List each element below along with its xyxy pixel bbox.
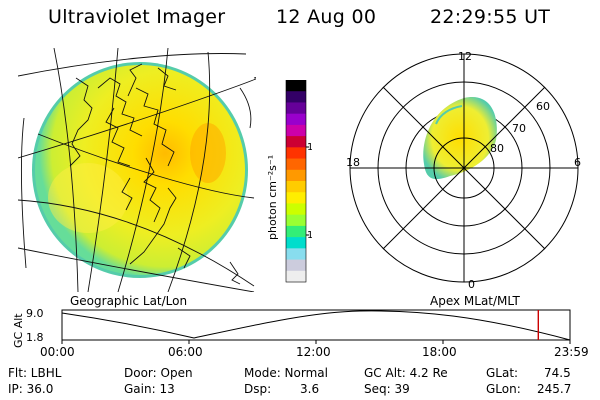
time-label: 22:29:55 UT <box>430 6 551 28</box>
dsp-value: 3.6 <box>300 382 320 396</box>
colorbar-segment <box>286 158 306 171</box>
lat-label-80: 80 <box>490 142 504 155</box>
lat-label-70: 70 <box>512 122 526 135</box>
colorbar-segment <box>286 237 306 249</box>
colorbar-segment <box>286 169 306 182</box>
colorbar-segment <box>286 80 306 92</box>
polar-mlt-plot: 12 18 6 0 60 70 80 <box>346 50 581 291</box>
timeline-axis-title: GC Alt <box>12 313 25 348</box>
mlt-label-6: 6 <box>574 156 581 169</box>
gc-alt-info: GC Alt: 4.2 Re <box>364 366 448 380</box>
colorbar-segment <box>286 259 306 272</box>
x-tick-1200: 12:00 <box>296 345 331 359</box>
y-tick-low: 1.8 <box>26 331 44 344</box>
colorbar-segment <box>286 124 306 137</box>
glon-label: GLon: <box>486 382 521 396</box>
door-info: Door: Open <box>124 366 193 380</box>
colorbar-segment <box>286 248 306 261</box>
sequence-info: Seq: 39 <box>364 382 410 396</box>
glon-value: 245.7 <box>537 382 572 396</box>
apex-label: Apex MLat/MLT <box>430 294 520 308</box>
colorbar-segment <box>286 113 306 126</box>
color-scale-bar: 100 10 photon cm⁻²s⁻¹ <box>266 80 312 283</box>
colorbar-unit-label: photon cm⁻²s⁻¹ <box>266 155 279 240</box>
lat-label-60: 60 <box>536 100 550 113</box>
colorbar-segment <box>286 136 306 148</box>
colorbar-tick-100: 100 <box>307 142 312 153</box>
mlt-label-0: 0 <box>468 278 475 291</box>
date-label: 12 Aug 00 <box>276 6 377 28</box>
colorbar-segment <box>286 192 306 204</box>
colorbar-tick-10: 10 <box>307 230 312 241</box>
dsp-label: Dsp: <box>244 382 272 396</box>
orbit-altitude-timeline: GC Alt 9.0 1.8 00:00 06:00 12:00 18:00 2… <box>12 307 589 359</box>
instrument-title: Ultraviolet Imager <box>48 6 226 28</box>
colorbar-segment <box>286 102 306 115</box>
y-tick-high: 9.0 <box>26 307 44 320</box>
glat-value: 74.5 <box>544 366 571 380</box>
mode-info: Mode: Normal <box>244 366 328 380</box>
ip-info: IP: 36.0 <box>8 382 54 396</box>
x-tick-2359: 23:59 <box>554 345 589 359</box>
gain-info: Gain: 13 <box>124 382 175 396</box>
colorbar-segment <box>286 214 306 227</box>
x-tick-1800: 18:00 <box>422 345 457 359</box>
geographic-image <box>18 48 256 292</box>
x-tick-0000: 00:00 <box>40 345 75 359</box>
geographic-label: Geographic Lat/Lon <box>70 294 188 308</box>
colorbar-segment <box>286 225 306 238</box>
filter-info: Flt: LBHL <box>8 366 62 380</box>
colorbar-segment <box>286 91 306 103</box>
colorbar-segment <box>286 203 306 216</box>
mlt-label-18: 18 <box>346 156 360 169</box>
colorbar-segment <box>286 181 306 193</box>
mlt-label-12: 12 <box>458 50 472 63</box>
colorbar-segment <box>286 147 306 160</box>
glat-label: GLat: <box>486 366 519 380</box>
x-tick-0600: 06:00 <box>168 345 203 359</box>
colorbar-segment <box>286 270 306 283</box>
